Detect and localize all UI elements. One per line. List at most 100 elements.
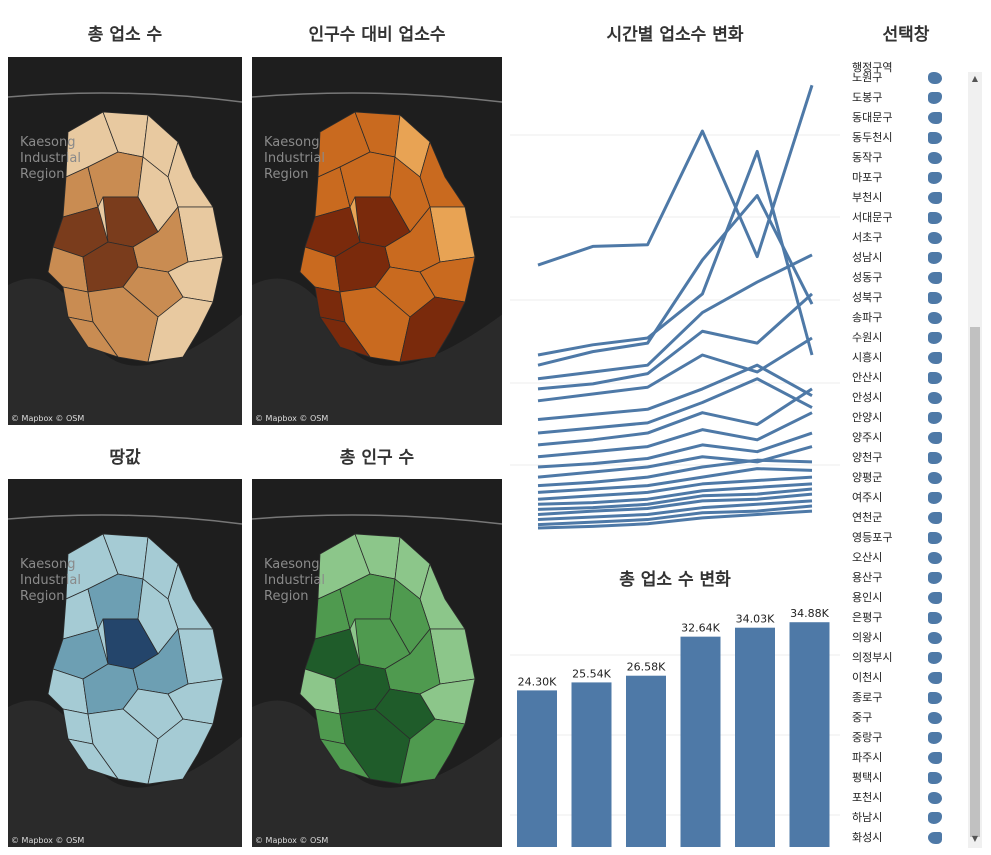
district-shape-icon[interactable] [928, 152, 942, 164]
selector-item[interactable]: 이천시 [852, 668, 882, 688]
district-shape-icon[interactable] [928, 172, 942, 184]
series-line [537, 492, 813, 516]
selector-item[interactable]: 서초구 [852, 228, 882, 248]
district-shape-icon[interactable] [928, 592, 942, 604]
district-shape-icon[interactable] [928, 652, 942, 664]
map-land-price[interactable]: Kaesong Industrial Region © Mapbox © OSM [8, 479, 242, 847]
district-shape-icon[interactable] [928, 632, 942, 644]
selector-item[interactable]: 수원시 [852, 328, 882, 348]
district-shape-icon[interactable] [928, 672, 942, 684]
series-line [537, 482, 813, 506]
selector-item[interactable]: 포천시 [852, 788, 882, 808]
district-shape-icon[interactable] [928, 232, 942, 244]
district-shape-icon[interactable] [928, 252, 942, 264]
selector-item[interactable]: 오산시 [852, 548, 882, 568]
district-shape-icon[interactable] [928, 732, 942, 744]
district-shape-icon[interactable] [928, 772, 942, 784]
district-shape-icon[interactable] [928, 752, 942, 764]
district-shape-icon[interactable] [928, 532, 942, 544]
selector-item[interactable]: 마포구 [852, 168, 882, 188]
district-shape-icon[interactable] [928, 692, 942, 704]
district-shape-icon[interactable] [928, 272, 942, 284]
selector-item[interactable]: 동대문구 [852, 108, 892, 128]
selector-item-label: 여주시 [852, 491, 883, 504]
selector-item[interactable]: 중랑구 [852, 728, 882, 748]
district-shape-icon[interactable] [928, 92, 942, 104]
selector-item[interactable]: 성남시 [852, 248, 882, 268]
bar [626, 675, 666, 847]
district-shape-icon[interactable] [928, 192, 942, 204]
selector-item[interactable]: 성북구 [852, 288, 882, 308]
selector-item[interactable]: 의정부시 [852, 648, 892, 668]
selector-item[interactable]: 화성시 [852, 828, 882, 848]
series-line [537, 194, 814, 367]
district-shape-icon[interactable] [928, 812, 942, 824]
selector-item[interactable]: 안산시 [852, 368, 882, 388]
selector-item[interactable]: 안양시 [852, 408, 882, 428]
selector-item[interactable]: 종로구 [852, 688, 882, 708]
selector-item[interactable]: 은평구 [852, 608, 882, 628]
selector-item[interactable]: 여주시 [852, 488, 882, 508]
district-shape-icon[interactable] [928, 372, 942, 384]
selector-item[interactable]: 영등포구 [852, 528, 892, 548]
selector-item[interactable]: 평택시 [852, 768, 882, 788]
selector-item[interactable]: 양평군 [852, 468, 882, 488]
selector-item[interactable]: 서대문구 [852, 208, 892, 228]
district-shape-icon[interactable] [928, 292, 942, 304]
district-shape-icon[interactable] [928, 432, 942, 444]
selector-item[interactable]: 동두천시 [852, 128, 892, 148]
selector-item[interactable]: 동작구 [852, 148, 882, 168]
district-shape-icon[interactable] [928, 72, 942, 84]
selector-item[interactable]: 양천구 [852, 448, 882, 468]
series-line [537, 431, 813, 469]
district-shape-icon[interactable] [928, 112, 942, 124]
district-shape-icon[interactable] [928, 612, 942, 624]
district-shape-icon[interactable] [928, 452, 942, 464]
bar [735, 627, 775, 847]
series-line [537, 499, 813, 522]
line-chart[interactable] [510, 55, 840, 550]
district-shape-icon[interactable] [928, 392, 942, 404]
scroll-up-icon[interactable]: ▲ [971, 74, 979, 83]
district-shape-icon[interactable] [928, 512, 942, 524]
bar-chart[interactable]: 24.30K 25.54K 26.58K 32.64K 34.03K 34.88K [510, 595, 840, 850]
selector-item[interactable]: 도봉구 [852, 88, 882, 108]
selector-item[interactable]: 용인시 [852, 588, 882, 608]
selector-item[interactable]: 노원구 [852, 68, 882, 88]
district-shape-icon[interactable] [928, 552, 942, 564]
map-total-business[interactable]: Kaesong Industrial Region © Mapbox © OSM [8, 57, 242, 425]
selector-item[interactable]: 파주시 [852, 748, 882, 768]
selector-item[interactable]: 의왕시 [852, 628, 882, 648]
selector-scrollbar[interactable]: ▲ ▼ [968, 72, 982, 848]
selector-item[interactable]: 양주시 [852, 428, 882, 448]
district-shape-icon[interactable] [928, 492, 942, 504]
map-per-capita[interactable]: Kaesong Industrial Region © Mapbox © OSM [252, 57, 502, 425]
selector-item-label: 양천구 [852, 451, 883, 464]
district-shape-icon[interactable] [928, 832, 942, 844]
title-selector: 선택창 [882, 25, 930, 45]
selector-item-label: 안성시 [852, 391, 883, 404]
scroll-down-icon[interactable]: ▼ [971, 834, 979, 843]
scroll-thumb[interactable] [970, 327, 980, 837]
selector-item[interactable]: 송파구 [852, 308, 882, 328]
selector-item[interactable]: 중구 [852, 708, 872, 728]
district-shape-icon[interactable] [928, 332, 942, 344]
district-shape-icon[interactable] [928, 212, 942, 224]
selector-item[interactable]: 시흥시 [852, 348, 882, 368]
district-shape-icon[interactable] [928, 412, 942, 424]
selector-item[interactable]: 안성시 [852, 388, 882, 408]
selector-item[interactable]: 성동구 [852, 268, 882, 288]
district-shape-icon[interactable] [928, 712, 942, 724]
district-shape-icon[interactable] [928, 352, 942, 364]
district-shape-icon[interactable] [928, 472, 942, 484]
selector-list[interactable]: 행정구역 노원구 도봉구 동대문구 동두천시 동작구 마포구 부천시 서대문구 서초구 성남시 성동… [846, 58, 966, 848]
district-shape-icon[interactable] [928, 792, 942, 804]
district-shape-icon[interactable] [928, 132, 942, 144]
district-shape-icon[interactable] [928, 312, 942, 324]
district-shape-icon[interactable] [928, 572, 942, 584]
selector-item[interactable]: 부천시 [852, 188, 882, 208]
map-population[interactable]: Kaesong Industrial Region © Mapbox © OSM [252, 479, 502, 847]
selector-item[interactable]: 용산구 [852, 568, 882, 588]
selector-item[interactable]: 연천군 [852, 508, 882, 528]
selector-item[interactable]: 하남시 [852, 808, 882, 828]
